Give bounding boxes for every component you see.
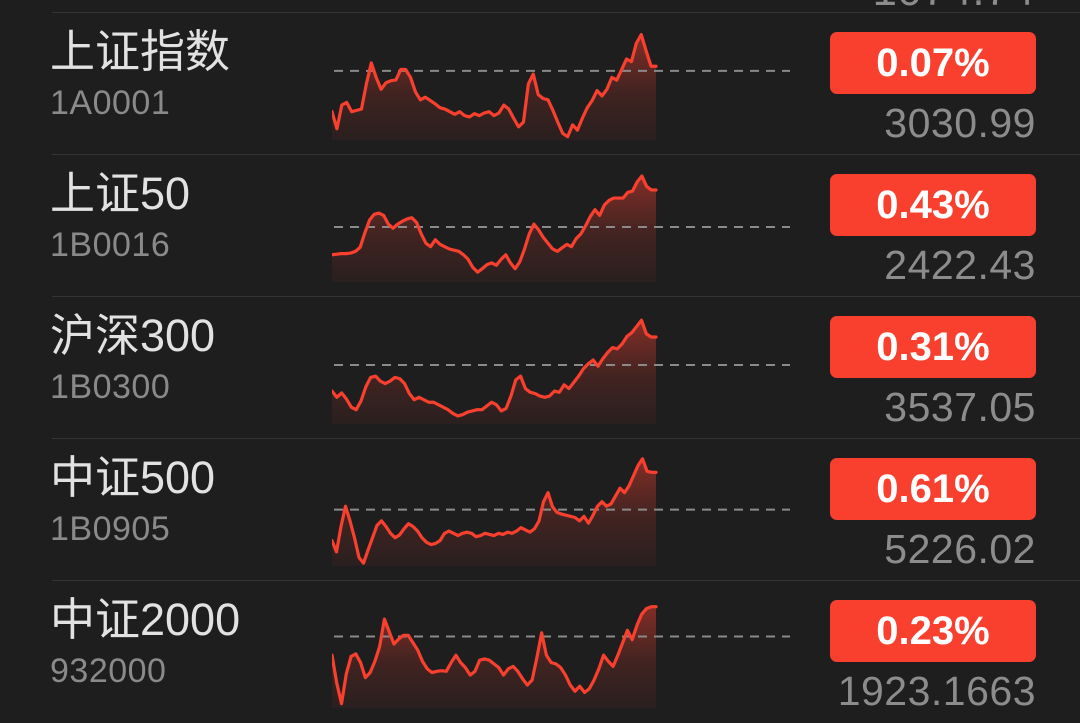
sparkline-chart[interactable]	[332, 30, 792, 140]
last-price: 2422.43	[884, 242, 1036, 288]
index-identity: 沪深300 1B0300	[50, 310, 330, 406]
index-name: 中证2000	[50, 594, 241, 645]
index-quote: 0.61% 5226.02	[830, 458, 1036, 572]
sparkline-svg	[332, 598, 790, 708]
index-code: 1B0300	[50, 368, 171, 406]
sparkline-line	[332, 176, 656, 272]
index-code: 1B0016	[50, 226, 171, 264]
index-row[interactable]: 上证50 1B0016 0.43% 2422.43	[0, 154, 1080, 296]
sparkline-chart[interactable]	[332, 314, 792, 424]
index-code: 1B0905	[50, 510, 171, 548]
index-code: 932000	[50, 652, 167, 690]
index-name: 上证指数	[50, 26, 231, 77]
change-percent-badge[interactable]: 0.31%	[830, 316, 1036, 378]
sparkline-chart[interactable]	[332, 598, 792, 708]
row-divider	[52, 580, 1080, 581]
sparkline-line	[332, 459, 656, 563]
last-price: 1923.1663	[837, 668, 1036, 714]
sparkline-svg	[332, 456, 790, 566]
last-price: 3537.05	[884, 384, 1036, 430]
sparkline-area	[332, 606, 656, 708]
clipped-last-value: 1074.74	[872, 0, 1035, 12]
index-code: 1A0001	[50, 84, 171, 122]
index-name: 中证500	[50, 452, 216, 503]
row-divider	[52, 154, 1080, 155]
change-percent-badge[interactable]: 0.07%	[830, 32, 1036, 94]
index-quote: 0.23% 1923.1663	[830, 600, 1036, 714]
index-name: 上证50	[50, 168, 191, 219]
index-identity: 上证指数 1A0001	[50, 26, 330, 122]
sparkline-line	[332, 607, 656, 704]
sparkline-chart[interactable]	[332, 172, 792, 282]
sparkline-area	[332, 458, 656, 566]
index-identity: 中证2000 932000	[50, 594, 330, 690]
index-quote: 0.43% 2422.43	[830, 174, 1036, 288]
sparkline-area	[332, 320, 656, 424]
index-quote: 0.31% 3537.05	[830, 316, 1036, 430]
index-name: 沪深300	[50, 310, 216, 361]
index-row[interactable]: 沪深300 1B0300 0.31% 3537.05	[0, 296, 1080, 438]
index-row[interactable]: 中证2000 932000 0.23% 1923.1663	[0, 580, 1080, 722]
sparkline-svg	[332, 172, 790, 282]
sparkline-area	[332, 176, 656, 282]
sparkline-line	[332, 320, 656, 416]
index-identity: 上证50 1B0016	[50, 168, 330, 264]
last-price: 3030.99	[884, 100, 1036, 146]
row-divider	[52, 438, 1080, 439]
change-percent-badge[interactable]: 0.43%	[830, 174, 1036, 236]
sparkline-svg	[332, 30, 790, 140]
index-identity: 中证500 1B0905	[50, 452, 330, 548]
last-price: 5226.02	[884, 526, 1036, 572]
sparkline-chart[interactable]	[332, 456, 792, 566]
change-percent-badge[interactable]: 0.61%	[830, 458, 1036, 520]
clipped-previous-row: 1074.74	[0, 0, 1080, 12]
index-quote: 0.07% 3030.99	[830, 32, 1036, 146]
sparkline-line	[332, 35, 656, 137]
index-row[interactable]: 中证500 1B0905 0.61% 5226.02	[0, 438, 1080, 580]
sparkline-area	[332, 34, 656, 140]
row-divider	[52, 296, 1080, 297]
index-row[interactable]: 上证指数 1A0001 0.07% 3030.99	[0, 12, 1080, 154]
change-percent-badge[interactable]: 0.23%	[830, 600, 1036, 662]
sparkline-svg	[332, 314, 790, 424]
row-divider	[52, 12, 1080, 13]
